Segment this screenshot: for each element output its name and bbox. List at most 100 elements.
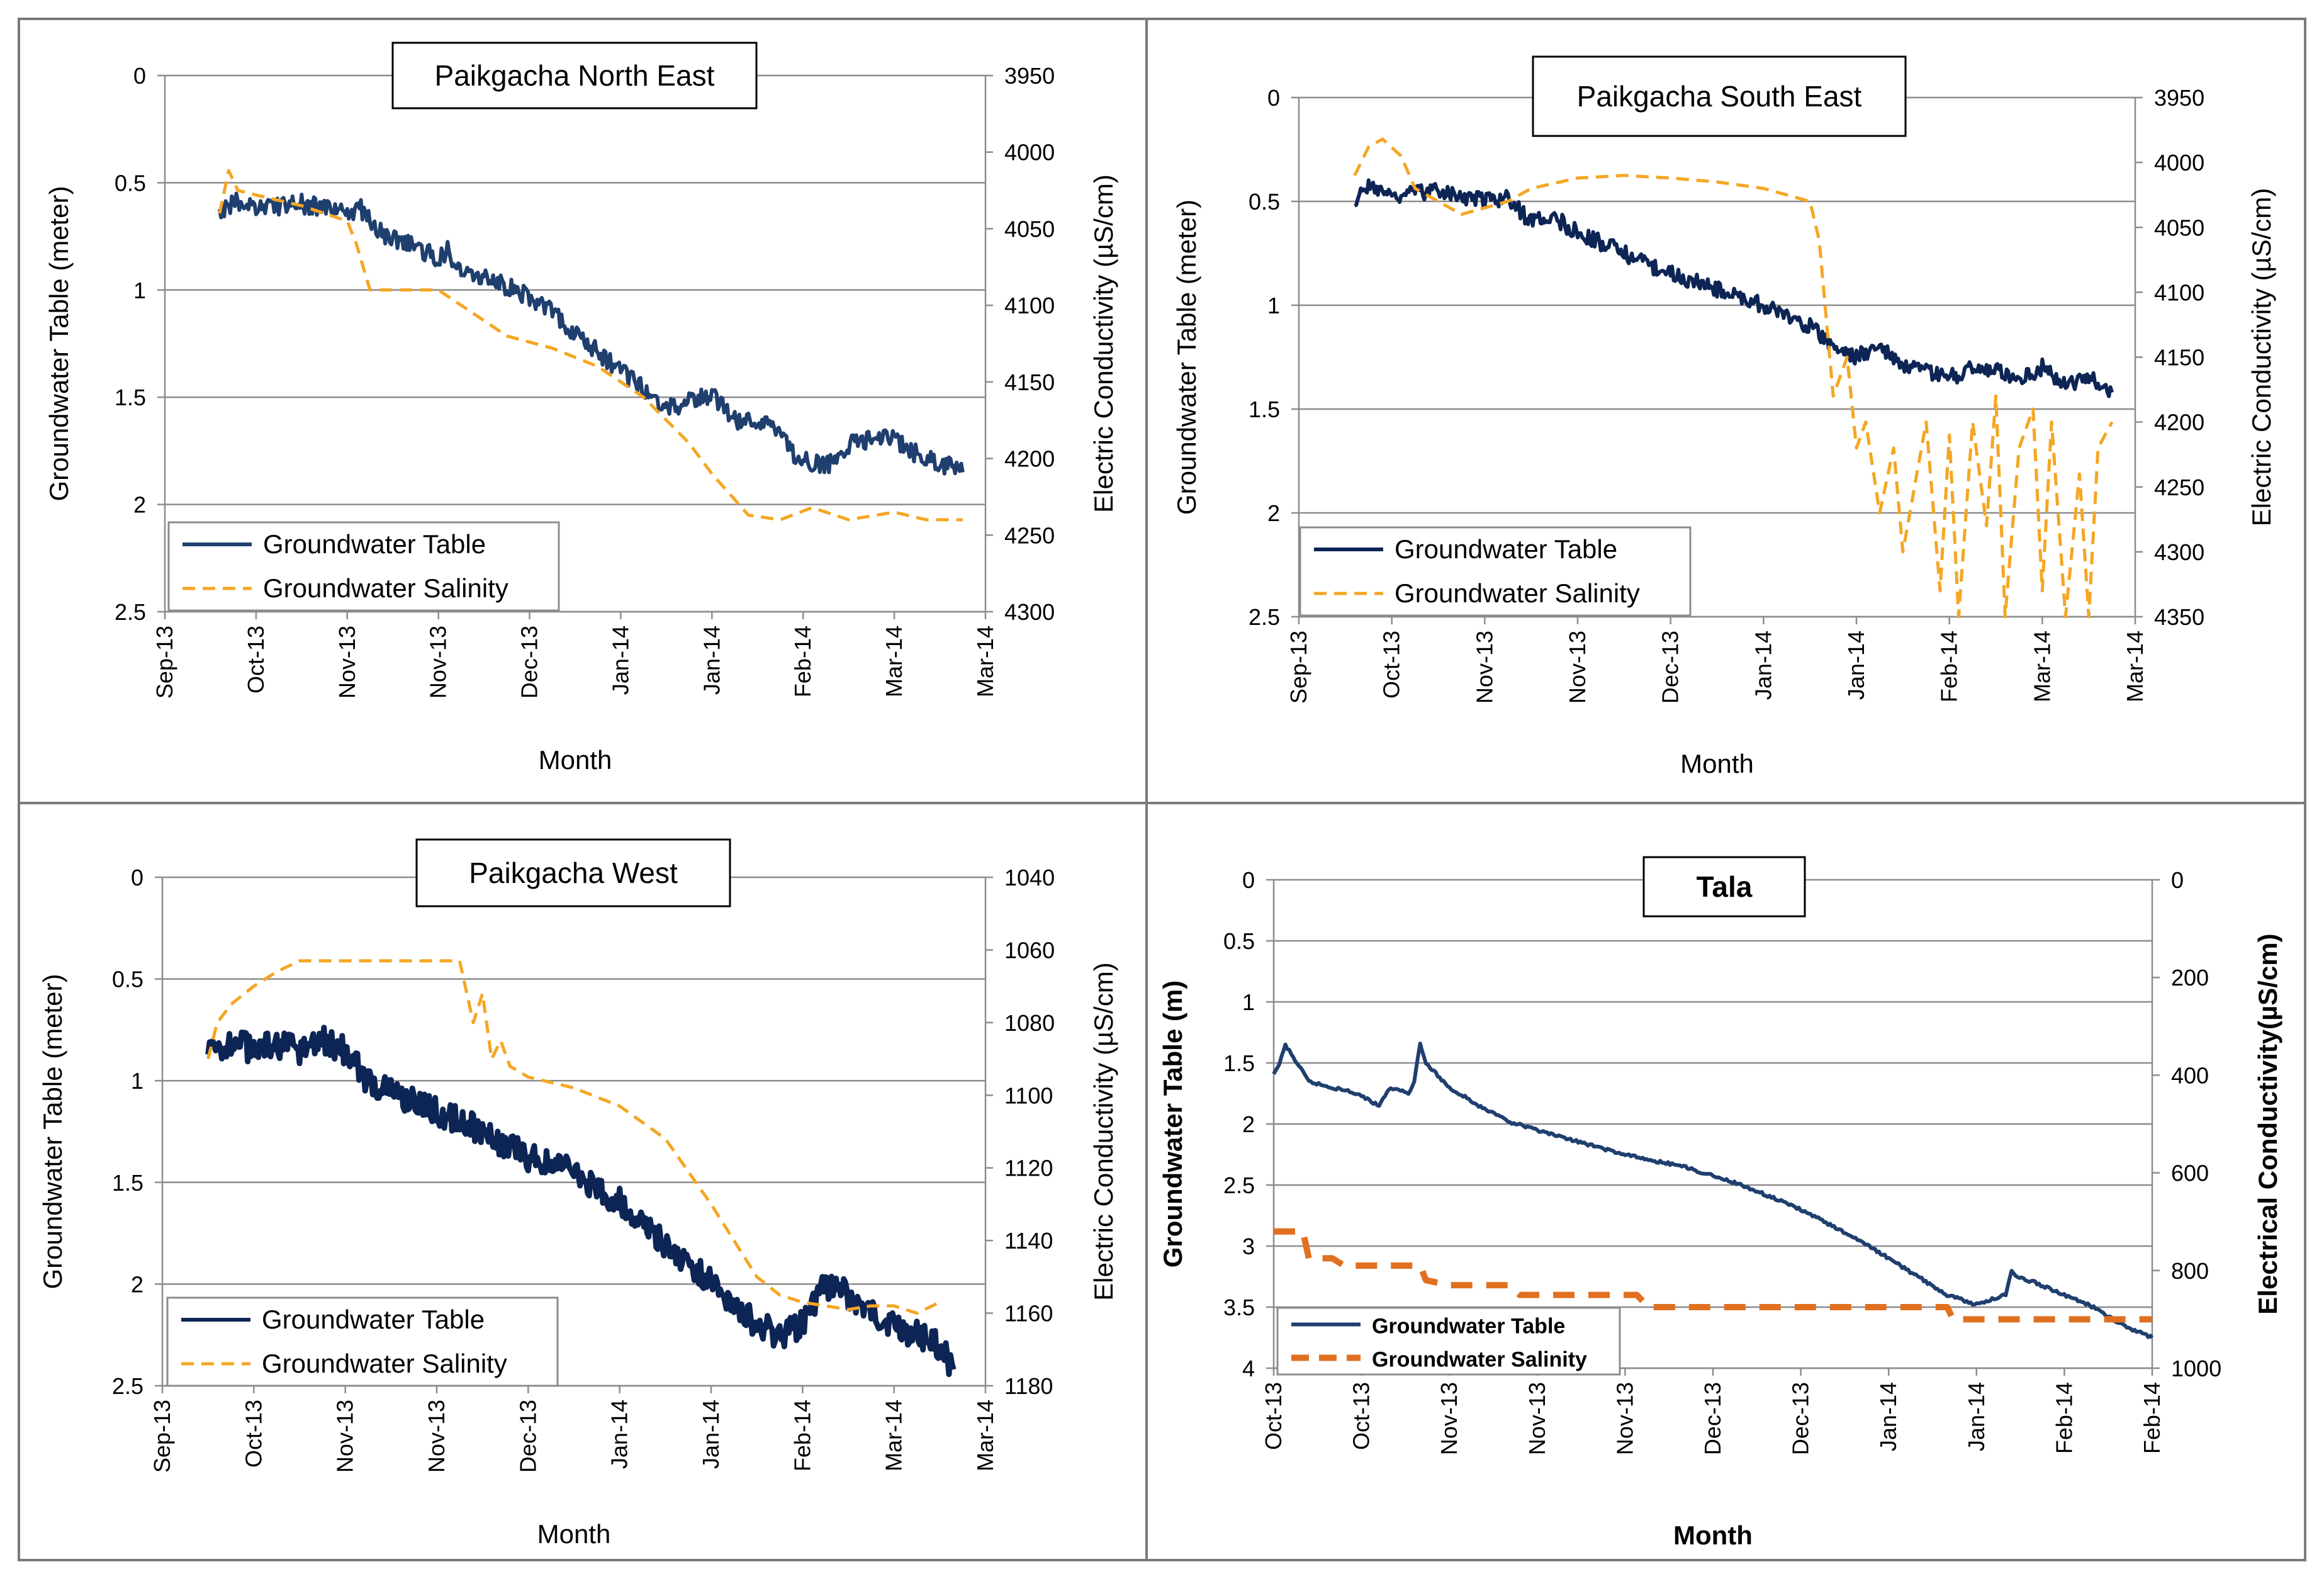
x-tick-label: Dec-13: [1700, 1382, 1726, 1455]
y-axis-title: Groundwater Table (meter): [44, 186, 74, 501]
y-axis-title: Groundwater Table (meter): [38, 974, 67, 1289]
y-axis-title: Groundwater Table (meter): [1172, 199, 1201, 515]
x-tick-label: Nov-13: [1564, 631, 1590, 704]
legend-label: Groundwater Table: [263, 529, 486, 559]
y2-tick-label: 600: [2171, 1160, 2209, 1186]
legend-label: Groundwater Table: [262, 1305, 485, 1334]
y2-axis-title: Electric Conductivity (µS/cm): [1089, 174, 1118, 513]
y-tick-label: 1: [1242, 989, 1255, 1015]
figure-frame: [18, 18, 2306, 1561]
y-tick-label: 3.5: [1223, 1295, 1255, 1320]
x-tick-label: Sep-13: [152, 626, 177, 699]
x-tick-label: Nov-13: [1471, 631, 1497, 704]
y-tick-label: 4: [1242, 1356, 1255, 1381]
x-tick-label: Jan-14: [1875, 1382, 1901, 1451]
y2-tick-label: 4300: [2154, 539, 2204, 565]
y2-tick-label: 800: [2171, 1258, 2209, 1284]
y2-tick-label: 4050: [1004, 216, 1055, 242]
x-tick-label: Dec-13: [1788, 1382, 1814, 1455]
y-tick-label: 1: [1267, 293, 1280, 318]
chart-panel-tala: 0 0.5 1 1.5 2 2.5 3 3.5 4 0 200 400 600 800 1000 Oct-13…: [1158, 856, 2282, 1550]
x-tick-label: Nov-13: [1436, 1382, 1462, 1455]
x-tick-label: Mar-14: [972, 1400, 998, 1471]
y2-axis-title: Electric Conductivity (µS/cm): [1089, 962, 1118, 1301]
y2-tick-label: 4150: [1004, 369, 1055, 395]
chart-panel-paikgacha-north-east: 0 0.5 1 1.5 2 2.5 3950 4000 4050 4100 4150 4200 4250…: [44, 42, 1118, 775]
series-line-groundwater-salinity: [218, 169, 963, 522]
legend-label: Groundwater Salinity: [1395, 578, 1640, 608]
y2-tick-label: 4000: [1004, 140, 1055, 166]
y2-tick-label: 200: [2171, 965, 2209, 991]
x-axis-title: Month: [539, 745, 612, 775]
chart-title: Tala: [1697, 870, 1753, 903]
y2-tick-label: 1160: [1004, 1301, 1053, 1327]
chart-panel-paikgacha-west: 0 0.5 1 1.5 2 2.5 1040 1060 1080 1100 1120 1140 1160…: [38, 838, 1118, 1549]
y2-tick-label: 0: [2171, 867, 2184, 893]
x-tick-label: Nov-13: [424, 1400, 449, 1473]
series-line-groundwater-salinity: [206, 959, 941, 1315]
x-axis-title: Month: [1673, 1520, 1753, 1550]
x-tick-label: Nov-13: [334, 626, 360, 699]
legend-label: Groundwater Table: [1372, 1315, 1565, 1339]
y2-tick-label: 1080: [1004, 1010, 1055, 1036]
series-line-groundwater-table: [205, 1025, 957, 1378]
y2-tick-label: 4200: [1004, 446, 1055, 472]
x-tick-label: Sep-13: [1286, 631, 1311, 704]
series-line-groundwater-salinity: [1353, 137, 2114, 619]
y-tick-label: 1: [133, 278, 146, 303]
y2-tick-label: 4150: [2154, 345, 2204, 371]
x-tick-label: Dec-13: [1658, 631, 1683, 704]
x-tick-label: Jan-14: [607, 1400, 632, 1469]
x-tick-label: Oct-13: [240, 1400, 266, 1468]
x-tick-label: Sep-13: [149, 1400, 175, 1473]
y2-tick-label: 4050: [2154, 215, 2204, 240]
x-tick-label: Mar-14: [881, 1400, 907, 1471]
x-tick-label: Mar-14: [2122, 631, 2148, 702]
legend-box: [1276, 1306, 1621, 1376]
x-tick-label: Mar-14: [972, 626, 998, 697]
chart-title: Paikgacha North East: [435, 59, 715, 92]
x-tick-label: Nov-13: [332, 1400, 358, 1473]
chart-title-box: [391, 42, 758, 110]
y-tick-label: 0.5: [112, 967, 143, 992]
legend-box: [166, 1296, 559, 1387]
y2-tick-label: 1120: [1004, 1155, 1053, 1181]
x-tick-label: Jan-14: [607, 626, 633, 695]
x-tick-label: Feb-14: [1936, 631, 1962, 702]
y2-tick-label: 4000: [2154, 150, 2204, 176]
y-tick-label: 0.5: [1223, 928, 1255, 954]
x-tick-label: Nov-13: [1612, 1382, 1637, 1455]
x-axis-title: Month: [537, 1519, 611, 1549]
x-tick-label: Feb-14: [790, 626, 816, 697]
y2-axis-title: Electrical Conductivity(µS/cm): [2253, 933, 2282, 1314]
x-tick-label: Jan-14: [1750, 631, 1776, 700]
series-line-groundwater-table: [1272, 1042, 2154, 1339]
x-tick-label: Nov-13: [1524, 1382, 1550, 1455]
x-tick-label: Mar-14: [2029, 631, 2055, 702]
y-tick-label: 0.5: [115, 170, 146, 196]
x-tick-label: Jan-14: [1963, 1382, 1989, 1451]
legend-box: [167, 521, 560, 612]
series-line-groundwater-table: [1354, 178, 2114, 398]
y-tick-label: 2: [1242, 1111, 1255, 1137]
y-tick-label: 2.5: [1223, 1172, 1255, 1198]
y-tick-label: 1.5: [1249, 396, 1280, 422]
x-tick-label: Jan-14: [699, 626, 724, 695]
y2-tick-label: 4100: [1004, 293, 1055, 318]
x-tick-label: Jan-14: [698, 1400, 724, 1469]
y-tick-label: 1.5: [1223, 1050, 1255, 1076]
y2-tick-label: 4300: [1004, 599, 1055, 625]
y-tick-label: 3: [1242, 1233, 1255, 1259]
y-tick-label: 0.5: [1249, 189, 1280, 215]
chart-title-box: [415, 838, 731, 908]
chart-title-box: [1642, 856, 1806, 918]
y2-tick-label: 1060: [1004, 937, 1055, 963]
x-tick-label: Oct-13: [243, 626, 269, 694]
y-tick-label: 2.5: [1249, 604, 1280, 630]
y-tick-label: 0: [133, 63, 146, 89]
x-tick-label: Dec-13: [515, 1400, 541, 1473]
y-tick-label: 0: [131, 865, 143, 891]
y2-tick-label: 4350: [2154, 604, 2204, 630]
y2-tick-label: 4200: [2154, 410, 2204, 435]
